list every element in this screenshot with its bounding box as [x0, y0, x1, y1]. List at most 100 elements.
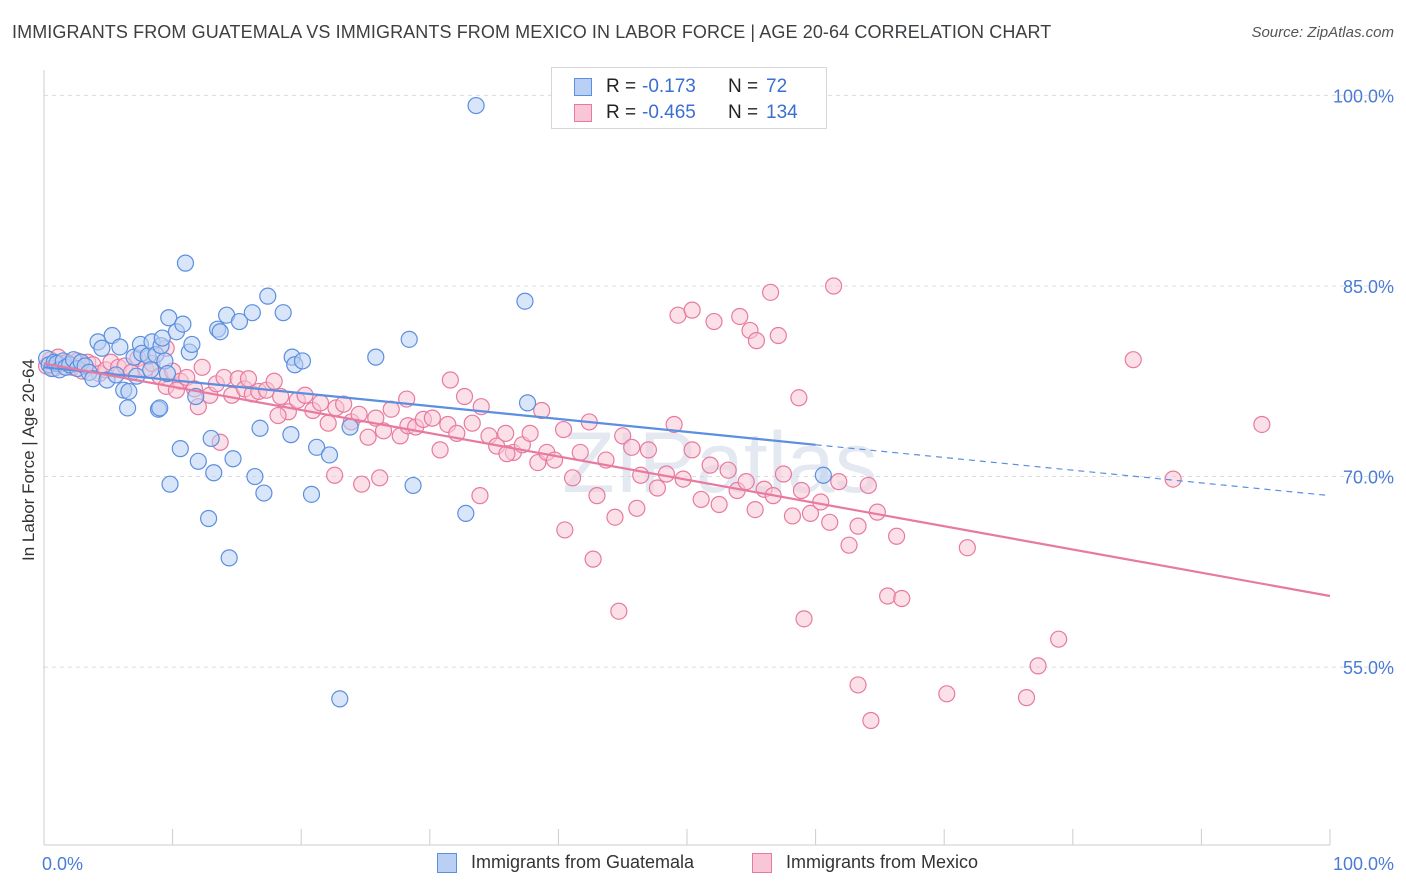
- data-point: [683, 301, 701, 319]
- data-point: [821, 513, 839, 531]
- data-point: [160, 309, 178, 327]
- chart-title: IMMIGRANTS FROM GUATEMALA VS IMMIGRANTS …: [12, 22, 1052, 42]
- data-point: [431, 441, 449, 459]
- data-point: [335, 395, 353, 413]
- data-point: [692, 490, 710, 509]
- data-point: [243, 304, 261, 322]
- data-point: [938, 685, 956, 703]
- tick-labels: 55.0% 70.0% 85.0% 100.0% 0.0% 100.0%: [42, 86, 1394, 874]
- data-point: [120, 382, 138, 401]
- r-value: -0.465: [642, 102, 696, 123]
- data-point: [958, 539, 976, 557]
- data-point: [293, 352, 312, 370]
- data-point: [455, 387, 474, 406]
- data-point: [158, 365, 177, 383]
- data-point: [825, 277, 843, 295]
- legend-row-guatemala: R = -0.173 N = 72: [574, 75, 787, 99]
- data-point: [171, 440, 189, 458]
- data-point: [467, 96, 485, 115]
- data-point: [367, 348, 385, 366]
- data-point: [423, 409, 441, 427]
- data-point: [457, 504, 475, 523]
- data-point: [879, 587, 897, 605]
- data-point: [710, 495, 728, 514]
- data-point: [862, 711, 880, 730]
- legend-swatch-guatemala: [574, 78, 592, 96]
- data-point: [814, 466, 832, 484]
- data-point: [142, 361, 160, 379]
- correlation-legend: R = -0.173 N = 72 R = -0.465 N = 134: [551, 67, 827, 129]
- legend-item-guatemala: Immigrants from Guatemala: [437, 852, 694, 873]
- data-point: [259, 287, 277, 305]
- data-point: [774, 465, 793, 483]
- data-point: [215, 368, 233, 387]
- legend-row-mexico: R = -0.465 N = 134: [574, 101, 798, 125]
- data-point: [239, 370, 258, 388]
- n-value: 72: [766, 76, 788, 97]
- trend-lines: [43, 362, 1331, 598]
- data-point: [893, 589, 911, 608]
- data-point: [701, 456, 719, 474]
- data-point: [639, 441, 658, 459]
- r-label: R =: [606, 102, 637, 123]
- n-label: N =: [728, 76, 759, 97]
- data-point: [840, 536, 858, 554]
- data-point: [1017, 689, 1036, 707]
- data-point: [320, 446, 339, 464]
- data-point: [118, 399, 137, 417]
- data-point: [319, 414, 337, 432]
- data-point: [205, 464, 223, 482]
- data-point: [176, 254, 195, 272]
- data-point: [471, 487, 489, 505]
- data-point: [463, 414, 481, 432]
- legend-label-mexico: Immigrants from Mexico: [786, 852, 979, 872]
- data-point: [1253, 415, 1271, 434]
- data-point: [200, 509, 218, 528]
- y-tick-label: 55.0%: [1343, 658, 1394, 678]
- data-point: [274, 304, 292, 322]
- data-point: [282, 426, 300, 444]
- data-point: [554, 420, 573, 439]
- data-point: [849, 517, 867, 535]
- data-point: [153, 329, 171, 347]
- data-point: [830, 473, 848, 491]
- data-point: [614, 427, 632, 445]
- data-point: [849, 676, 867, 694]
- legend-swatch-mexico: [574, 104, 592, 122]
- n-value: 134: [766, 102, 798, 123]
- data-point: [783, 507, 802, 525]
- mexico-trend-line: [43, 362, 1331, 598]
- data-point: [1029, 657, 1047, 675]
- data-point: [224, 450, 242, 468]
- data-point: [556, 521, 574, 539]
- source-label: Source: ZipAtlas.com: [1251, 24, 1394, 41]
- data-point: [584, 550, 602, 568]
- data-point: [498, 445, 516, 463]
- x-tick-label: 100.0%: [1333, 854, 1394, 874]
- data-point: [571, 443, 589, 462]
- series-legend: Immigrants from Guatemala Immigrants fro…: [0, 852, 1406, 878]
- data-point: [265, 372, 283, 390]
- data-point: [404, 476, 422, 495]
- data-point: [311, 394, 330, 412]
- data-point: [516, 292, 534, 310]
- data-point: [610, 602, 628, 620]
- data-point: [193, 358, 211, 376]
- data-point: [731, 307, 749, 326]
- data-point: [705, 312, 723, 331]
- data-point: [189, 452, 207, 470]
- data-point: [350, 405, 368, 423]
- data-point: [683, 441, 701, 459]
- data-point: [111, 338, 129, 356]
- legend-label-guatemala: Immigrants from Guatemala: [471, 852, 695, 872]
- data-point: [174, 315, 192, 333]
- data-point: [623, 438, 641, 456]
- data-point: [269, 406, 287, 425]
- data-point: [296, 386, 314, 404]
- r-label: R =: [606, 76, 637, 97]
- data-point: [648, 479, 667, 497]
- data-point: [761, 283, 780, 301]
- guatemala-trend-extension: [815, 444, 1331, 497]
- data-point: [374, 422, 393, 440]
- data-point: [563, 469, 582, 487]
